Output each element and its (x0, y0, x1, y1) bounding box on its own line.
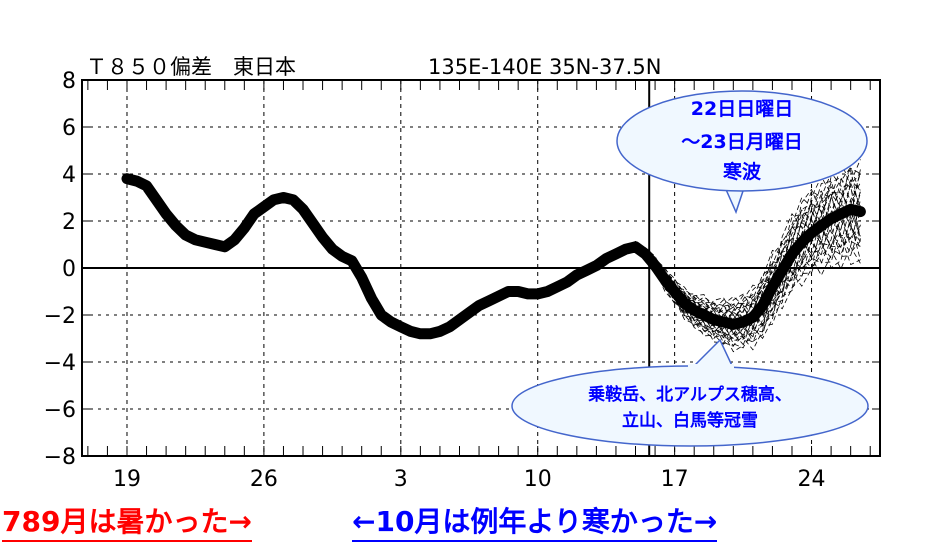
y-tick-label: −4 (44, 351, 76, 376)
x-tick-label: 10 (524, 467, 552, 492)
y-tick-label: −6 (44, 398, 76, 423)
ensemble-member-line (605, 193, 861, 338)
ensemble-member-line (605, 175, 861, 344)
y-tick-label: 4 (62, 163, 76, 188)
cold-wave-callout: 22日日曜日 ～23日月曜日 寒波 (616, 90, 868, 215)
x-tick-label: 26 (250, 467, 278, 492)
cold-wave-line-2: ～23日月曜日 (681, 131, 802, 153)
y-tick-label: 0 (62, 257, 76, 282)
cold-wave-line-3: 寒波 (723, 160, 762, 183)
y-tick-label: −8 (44, 445, 76, 470)
chart-title-right: 135E-140E 35N-37.5N (428, 55, 661, 79)
y-axis-tick-labels: 8 6 4 2 0 −2 −4 −6 −8 (44, 69, 76, 470)
x-tick-label: 3 (394, 467, 408, 492)
x-axis-tick-labels: 19 26 3 10 17 24 (113, 467, 826, 492)
x-tick-label: 17 (661, 467, 689, 492)
snow-line-2: 立山、白馬等冠雪 (622, 410, 758, 431)
x-tick-label: 19 (113, 467, 141, 492)
ensemble-member-line (606, 167, 861, 343)
chart-title-left: Ｔ８５０偏差 東日本 (86, 55, 296, 79)
ensemble-member-line (606, 154, 861, 351)
ensemble-member-line (606, 191, 861, 339)
y-tick-label: 2 (62, 210, 76, 235)
x-tick-label: 24 (798, 467, 826, 492)
y-tick-label: 8 (62, 69, 76, 94)
ensemble-member-line (606, 172, 861, 347)
ensemble-member-line (606, 160, 861, 353)
ensemble-mean-line (121, 173, 866, 340)
snow-callout: 乗鞍岳、北アルプス穂高、 立山、白馬等冠雪 (511, 338, 869, 447)
y-tick-label: 6 (62, 116, 76, 141)
cold-wave-line-1: 22日日曜日 (691, 98, 793, 120)
t850-chart: Ｔ８５０偏差 東日本 135E-140E 35N-37.5N 8 6 4 2 0 −2 −4… (44, 55, 881, 492)
ensemble-member-line (606, 192, 861, 332)
y-tick-label: −2 (44, 304, 76, 329)
ensemble-member-line (606, 182, 861, 330)
snow-line-1: 乗鞍岳、北アルプス穂高、 (587, 384, 792, 405)
caption-october-cold: ←10月は例年より寒かった→ (352, 504, 718, 542)
caption-summer-hot: 789月は暑かった→ (2, 504, 252, 542)
ensemble-member-line (606, 188, 861, 337)
